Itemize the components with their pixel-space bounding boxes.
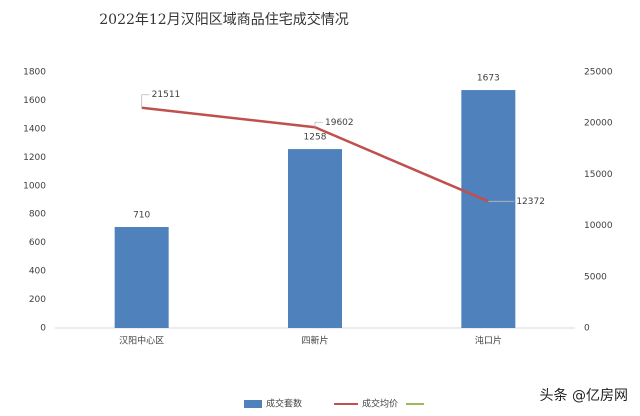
y2-tick-label: 5000 xyxy=(584,272,607,282)
y2-tick-label: 25000 xyxy=(584,68,613,78)
bar-label: 710 xyxy=(133,211,150,221)
leader-line xyxy=(141,94,150,108)
y-tick-label: 0 xyxy=(40,324,46,334)
x-tick-label: 沌口片 xyxy=(475,335,502,347)
legend-label: 成交套数 xyxy=(266,398,302,410)
bar-label: 1258 xyxy=(304,133,327,143)
y2-tick-label: 15000 xyxy=(584,170,613,180)
chart-title: 2022年12月汉阳区域商品住宅成交情况 xyxy=(99,11,348,28)
x-tick-label: 汉阳中心区 xyxy=(119,335,164,347)
y-tick-label: 400 xyxy=(29,267,46,277)
bar xyxy=(288,149,342,328)
line-label: 12372 xyxy=(516,197,545,207)
y-tick-label: 800 xyxy=(29,210,46,220)
y-tick-label: 1200 xyxy=(23,153,46,163)
legend-label: 成交均价 xyxy=(362,398,398,410)
x-tick-label: 四新片 xyxy=(301,335,328,347)
y2-tick-label: 10000 xyxy=(584,221,613,231)
watermark: 头条 @亿房网 xyxy=(540,387,628,404)
y-tick-label: 1800 xyxy=(23,68,46,78)
bar xyxy=(114,227,169,328)
legend-swatch xyxy=(244,400,262,408)
leader-line xyxy=(314,121,323,128)
y-tick-label: 600 xyxy=(29,238,46,248)
y-tick-label: 1600 xyxy=(23,96,46,106)
y2-tick-label: 20000 xyxy=(584,119,613,129)
line xyxy=(141,106,489,203)
y-tick-label: 200 xyxy=(29,295,46,305)
y2-tick-label: 0 xyxy=(584,324,590,334)
line-label: 19602 xyxy=(325,118,354,128)
y-tick-label: 1000 xyxy=(23,181,46,191)
y-tick-label: 1400 xyxy=(23,124,46,134)
bar-label: 1673 xyxy=(477,74,500,84)
line-label: 21511 xyxy=(152,90,181,100)
bar xyxy=(461,90,516,328)
